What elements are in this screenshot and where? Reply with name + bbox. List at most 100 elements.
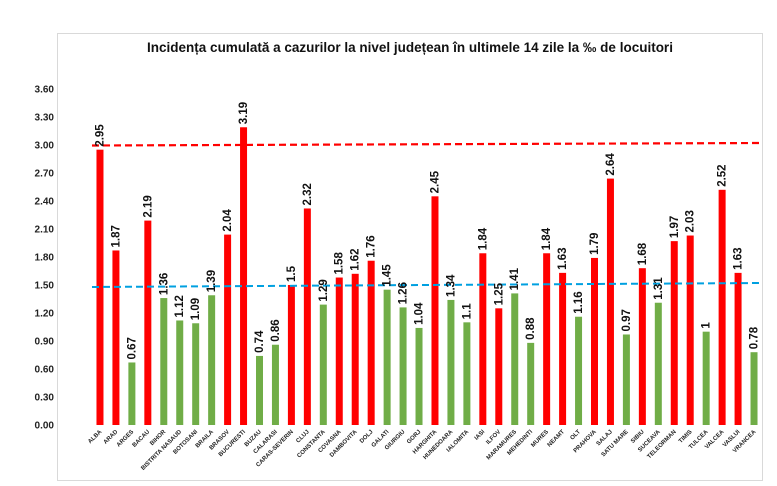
bar [670, 241, 678, 425]
y-tick-label: 0.60 [35, 365, 55, 376]
value-label: 1.1 [461, 303, 473, 320]
bar [208, 295, 216, 425]
chart-title: Incidența cumulată a cazurilor la nivel … [147, 40, 673, 55]
value-label: 2.03 [685, 210, 697, 232]
value-label: 2.19 [142, 195, 154, 217]
value-label: 1.63 [557, 247, 569, 269]
bar [383, 289, 391, 425]
bar [734, 272, 742, 425]
value-label: 0.86 [270, 319, 282, 341]
value-label: 2.32 [302, 183, 314, 205]
value-label: 1.25 [493, 282, 505, 305]
y-tick-label: 1.20 [35, 309, 55, 320]
value-label: 1.29 [318, 279, 330, 301]
value-label: 2.64 [605, 153, 617, 176]
value-label: 1.68 [637, 242, 649, 265]
value-label: 1.12 [174, 295, 186, 317]
y-tick-label: 1.50 [35, 281, 55, 292]
bar [287, 285, 295, 425]
y-axis: 0.00 0.30 0.60 0.90 1.20 1.50 1.80 2.10 2.40 2.70… [35, 85, 55, 432]
bar [559, 272, 567, 425]
value-label: 1.62 [350, 248, 362, 270]
threshold-line-low [91, 282, 763, 288]
y-tick-label: 3.30 [35, 113, 55, 124]
value-label: 1.41 [509, 267, 521, 290]
y-tick-label: 0.90 [35, 337, 55, 348]
value-labels: 2.95 1.87 0.67 2.19 1.36 1.12 1.09 1.39 2.04 3.19… [94, 102, 760, 360]
value-label: 1.97 [669, 216, 681, 238]
x-tick-label: NEAMT [547, 429, 567, 449]
value-label: 1.87 [110, 225, 122, 247]
value-label: 2.52 [717, 164, 729, 186]
chart-frame [57, 33, 763, 481]
bar [415, 327, 423, 425]
bar [96, 149, 104, 426]
y-tick-label: 0.00 [35, 421, 55, 432]
bar [192, 323, 200, 425]
value-label: 1.5 [286, 265, 298, 282]
bar [431, 196, 439, 425]
bar [335, 277, 343, 425]
value-label: 1.84 [477, 227, 489, 250]
value-label: 1.16 [573, 291, 585, 313]
value-label: 0.78 [749, 326, 761, 349]
y-tick-label: 3.60 [35, 85, 55, 96]
value-label: 0.97 [621, 309, 633, 331]
bar [447, 299, 455, 425]
bar [256, 355, 263, 425]
bar [543, 253, 551, 425]
bar [160, 298, 168, 425]
value-label: 1.76 [366, 235, 378, 257]
bar [606, 178, 614, 425]
x-tick-label: ALBA [87, 429, 103, 445]
value-label: 0.88 [525, 317, 537, 340]
y-tick-label: 1.80 [35, 253, 55, 264]
y-tick-label: 3.00 [35, 141, 55, 152]
value-label: 1.36 [158, 273, 170, 295]
value-label: 1.58 [334, 252, 346, 275]
bar [463, 322, 471, 425]
bar [224, 234, 232, 425]
value-label: 1.79 [589, 233, 601, 255]
value-label: 1.31 [653, 277, 665, 300]
bar [575, 316, 583, 425]
value-label: 2.04 [222, 209, 234, 232]
bar [718, 189, 726, 425]
bar [686, 235, 694, 425]
bars [96, 127, 758, 426]
bar [240, 127, 248, 426]
value-label: 1.26 [398, 282, 410, 304]
y-tick-label: 2.70 [35, 169, 55, 180]
value-label: 1.63 [733, 247, 745, 269]
bar [367, 260, 375, 425]
bar [319, 304, 327, 425]
bar [112, 250, 120, 425]
threshold-line-high [91, 141, 763, 147]
bar [511, 293, 519, 425]
bar [702, 331, 710, 425]
value-label: 1.09 [190, 298, 202, 320]
value-label: 1.04 [414, 302, 426, 325]
bar [303, 208, 311, 425]
value-label: 0.67 [126, 337, 138, 359]
bar [176, 320, 184, 425]
y-tick-label: 2.10 [35, 225, 55, 236]
bar [479, 253, 487, 425]
bar [622, 334, 630, 425]
value-label: 1 [701, 322, 713, 329]
bar [271, 344, 279, 425]
bar [495, 308, 503, 425]
bar [527, 342, 535, 425]
bar [591, 257, 598, 425]
bar [128, 362, 136, 425]
value-label: 3.19 [238, 102, 250, 124]
bar [399, 307, 407, 425]
value-label: 2.45 [429, 170, 441, 193]
value-label: 1.39 [206, 270, 218, 292]
x-tick-label: IASI [474, 429, 487, 442]
value-label: 2.95 [94, 124, 106, 147]
value-label: 1.34 [445, 274, 457, 297]
threshold-lines [91, 141, 763, 288]
